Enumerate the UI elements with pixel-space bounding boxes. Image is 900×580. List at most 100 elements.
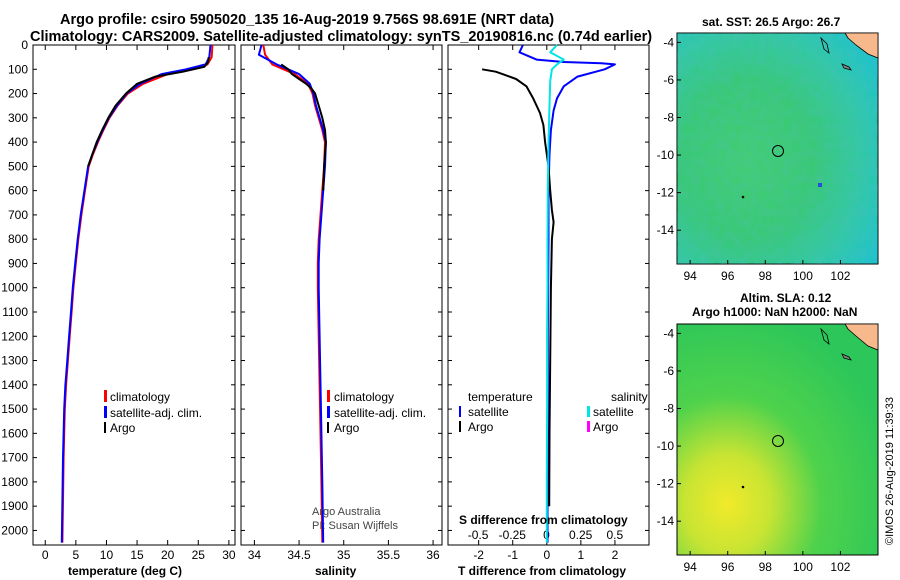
depth-tick-label: 1600	[1, 426, 28, 440]
x-tick-label: 1	[578, 548, 585, 562]
depth-tick-label: 700	[8, 208, 28, 222]
legend-satellite-adj: satellite-adj. clim.	[334, 406, 426, 420]
x-tick-label: -2	[473, 548, 484, 562]
depth-tick-label: 100	[8, 62, 28, 76]
sla-map-title-2: Argo h1000: NaN h2000: NaN	[692, 305, 857, 319]
sla-float-location-marker	[772, 435, 784, 447]
sla-map-land	[844, 323, 879, 351]
legend-argo: Argo	[110, 421, 136, 435]
depth-tick-label: 900	[8, 256, 28, 270]
lat-tick-label: -10	[657, 439, 675, 453]
legend-mark-t-argo	[459, 421, 461, 432]
depth-tick-label: 2000	[1, 523, 28, 537]
lon-tick-label: 94	[683, 560, 697, 574]
lat-tick-label: -12	[657, 186, 675, 200]
depth-tick-label: 1200	[1, 329, 28, 343]
sst-map-spot	[818, 183, 822, 187]
difference-legend: temperature satellite Argo salinity sate…	[459, 390, 648, 434]
legend-mark-s-satellite	[587, 406, 590, 417]
series-satellite-adj-clim-	[60, 44, 212, 543]
figure-title-line2: Climatology: CARS2009. Satellite-adjuste…	[30, 29, 652, 45]
lon-tick-label: 100	[793, 560, 813, 574]
salinity-axis-label: salinity	[315, 564, 357, 578]
lon-tick-label: 96	[721, 560, 735, 574]
lat-tick-label: -8	[663, 402, 674, 416]
sla-map-field	[676, 323, 879, 556]
x-tick-label: 25	[192, 548, 206, 562]
legend-satellite-adj: satellite-adj. clim.	[110, 406, 202, 420]
sst-map-island	[820, 36, 830, 55]
lat-tick-label: -12	[657, 477, 675, 491]
legend-argo: Argo	[334, 421, 360, 435]
depth-tick-label: 1000	[1, 281, 28, 295]
depth-tick-label: 800	[8, 232, 28, 246]
legend-salinity-heading: salinity	[611, 390, 648, 404]
sst-map-island	[841, 63, 852, 71]
lon-tick-label: 94	[683, 269, 697, 283]
salinity-legend: climatology satellite-adj. clim. Argo	[327, 390, 426, 435]
depth-tick-label: 1400	[1, 378, 28, 392]
x-tick-label: 34.5	[287, 548, 311, 562]
lat-tick-label: -10	[657, 148, 675, 162]
lon-tick-label: 100	[793, 269, 813, 283]
depth-tick-label: 1500	[1, 402, 28, 416]
depth-axis: 0 100 200 300 400 500 600 700 800 900 1000 1100 1200…	[1, 38, 649, 537]
series-argo	[87, 56, 210, 167]
x-tick-label: 5	[73, 548, 80, 562]
legend-s-satellite: satellite	[593, 405, 634, 419]
imos-credit: ©IMOS 26-Aug-2019 11:39:33	[884, 397, 896, 545]
sla-map-island	[820, 327, 830, 346]
legend-mark-satellite	[104, 406, 107, 418]
depth-tick-label: 500	[8, 159, 28, 173]
lon-tick-label: 102	[830, 269, 850, 283]
lat-tick-label: -4	[663, 326, 674, 340]
depth-tick-label: 400	[8, 135, 28, 149]
t-difference-axis-label: T difference from climatology	[458, 564, 626, 578]
x-tick-label: 0	[42, 548, 49, 562]
series-s-satellite	[545, 44, 565, 543]
lat-tick-label: -8	[663, 111, 674, 125]
depth-tick-label: 300	[8, 111, 28, 125]
s-tick-label: -0.5	[468, 528, 489, 542]
sst-map-axes: 94 96 98 100 102 -4 -6 -8 -10 -12 -14	[657, 35, 851, 283]
sla-map-island	[841, 353, 852, 361]
lat-tick-label: -14	[657, 514, 675, 528]
legend-temperature-heading: temperature	[468, 390, 533, 404]
sst-map-island-marker	[741, 195, 745, 199]
x-tick-label: 15	[130, 548, 144, 562]
lon-tick-label: 98	[759, 269, 773, 283]
depth-tick-label: 1900	[1, 499, 28, 513]
x-tick-label: 0	[543, 548, 550, 562]
legend-climatology: climatology	[110, 390, 170, 404]
x-tick-label: 2	[612, 548, 619, 562]
x-tick-label: 30	[222, 548, 236, 562]
sst-map-title: sat. SST: 26.5 Argo: 26.7	[702, 15, 841, 29]
legend-mark-satellite	[327, 406, 330, 418]
sst-map-texture	[677, 33, 878, 264]
legend-s-argo: Argo	[593, 420, 619, 434]
series-t-argo	[481, 68, 555, 507]
legend-t-satellite: satellite	[468, 405, 509, 419]
depth-tick-label: 1800	[1, 475, 28, 489]
x-tick-label: 10	[100, 548, 114, 562]
series-argo	[280, 63, 327, 191]
s-tick-label: 0.25	[569, 528, 593, 542]
lon-tick-label: 96	[721, 269, 735, 283]
depth-tick-label: 1700	[1, 451, 28, 465]
sla-map-axes: 94 96 98 100 102 -4 -6 -8 -10 -12 -14	[657, 326, 851, 574]
lon-tick-label: 102	[830, 560, 850, 574]
sst-map	[676, 32, 879, 265]
panel-frame-3	[447, 44, 650, 546]
series-t-satellite	[518, 44, 616, 543]
series-climatology	[61, 44, 214, 543]
lat-tick-label: -14	[657, 223, 675, 237]
x-tick-label: -1	[507, 548, 518, 562]
sla-map-island-marker	[741, 485, 745, 489]
x-tick-label: 34	[248, 548, 262, 562]
legend-mark-argo	[327, 422, 329, 433]
legend-mark-s-argo	[587, 421, 590, 432]
legend-mark-t-satellite	[459, 406, 461, 417]
s-difference-axis-label: S difference from climatology	[459, 513, 628, 527]
series-satellite-adj-clim-	[257, 44, 327, 543]
